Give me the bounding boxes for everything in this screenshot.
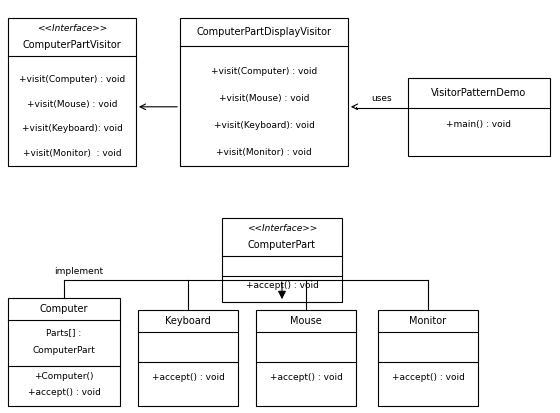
Text: +visit(Monitor)  : void: +visit(Monitor) : void xyxy=(23,149,122,158)
Bar xyxy=(8,298,120,406)
Text: +visit(Computer) : void: +visit(Computer) : void xyxy=(211,67,317,76)
Text: +visit(Keyboard): void: +visit(Keyboard): void xyxy=(213,121,314,130)
Text: +visit(Mouse) : void: +visit(Mouse) : void xyxy=(219,94,309,103)
Bar xyxy=(8,18,136,166)
Text: ComputerPart: ComputerPart xyxy=(32,347,95,355)
Text: +accept() : void: +accept() : void xyxy=(246,280,319,290)
Text: ComputerPartDisplayVisitor: ComputerPartDisplayVisitor xyxy=(197,27,332,37)
Text: +accept() : void: +accept() : void xyxy=(391,373,464,382)
Text: ComputerPart: ComputerPart xyxy=(248,240,316,250)
Text: +accept() : void: +accept() : void xyxy=(269,373,342,382)
Text: <<Interface>>: <<Interface>> xyxy=(247,224,317,233)
Text: <<Interface>>: <<Interface>> xyxy=(37,24,107,33)
Text: Monitor: Monitor xyxy=(409,316,446,326)
Text: Parts[] :: Parts[] : xyxy=(46,328,82,337)
Text: +Computer(): +Computer() xyxy=(34,372,94,381)
Text: +visit(Mouse) : void: +visit(Mouse) : void xyxy=(27,100,117,109)
Bar xyxy=(256,310,356,406)
Text: Computer: Computer xyxy=(40,304,88,314)
Text: +visit(Keyboard): void: +visit(Keyboard): void xyxy=(22,124,123,133)
Text: implement: implement xyxy=(54,267,103,276)
Bar xyxy=(138,310,238,406)
Text: +accept() : void: +accept() : void xyxy=(27,388,100,397)
Bar xyxy=(180,18,348,166)
Bar xyxy=(408,78,550,156)
Text: +visit(Computer) : void: +visit(Computer) : void xyxy=(19,75,125,84)
Text: +visit(Monitor) : void: +visit(Monitor) : void xyxy=(216,147,312,157)
Text: ComputerPartVisitor: ComputerPartVisitor xyxy=(22,40,122,50)
Text: Mouse: Mouse xyxy=(290,316,322,326)
Text: +main() : void: +main() : void xyxy=(446,120,511,129)
Bar xyxy=(378,310,478,406)
Text: Keyboard: Keyboard xyxy=(165,316,211,326)
Bar xyxy=(222,218,342,302)
Text: uses: uses xyxy=(372,94,393,103)
Text: +accept() : void: +accept() : void xyxy=(152,373,225,382)
Text: VisitorPatternDemo: VisitorPatternDemo xyxy=(431,88,526,98)
